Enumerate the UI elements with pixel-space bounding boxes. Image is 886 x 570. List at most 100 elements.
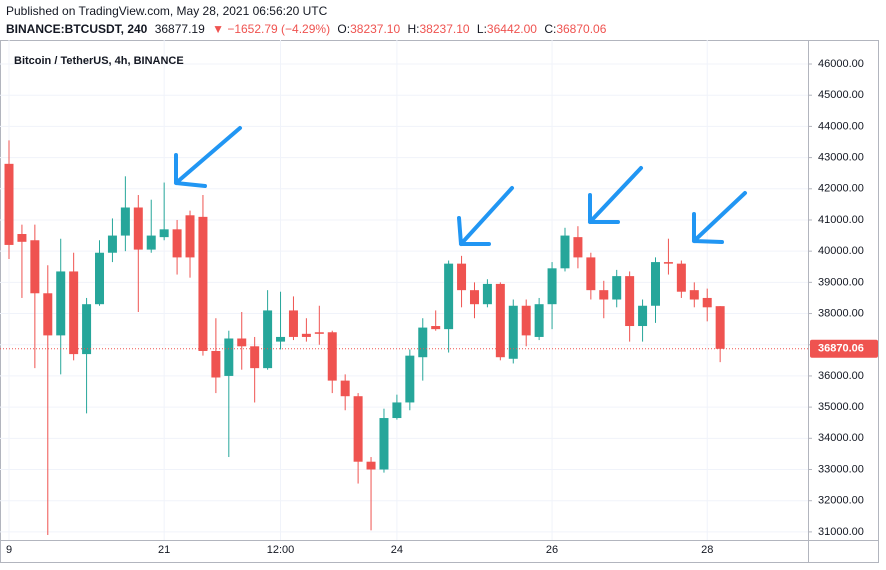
x-tick-label: 24 xyxy=(391,544,403,556)
candle-body xyxy=(185,215,195,258)
ohlc-value: 38237.10 xyxy=(420,22,470,36)
change: ▼ −1652.79 (−4.29%) xyxy=(212,22,330,36)
candle-body xyxy=(4,163,14,245)
frame xyxy=(0,40,879,563)
x-tick-label: 21 xyxy=(158,544,170,556)
y-tick-label: 39000.00 xyxy=(818,276,864,288)
candle-body xyxy=(146,235,156,250)
candle-body xyxy=(521,305,531,336)
candle-body xyxy=(431,326,441,330)
candle-body xyxy=(172,229,182,258)
candle-body xyxy=(379,418,389,470)
candle-body xyxy=(444,263,454,330)
candle-body xyxy=(534,304,544,337)
candle-body xyxy=(250,346,260,369)
candle-body xyxy=(508,305,518,359)
annotations xyxy=(174,126,747,246)
candle-body xyxy=(120,207,130,236)
plot xyxy=(0,40,808,540)
ohlc-label: C: xyxy=(544,22,556,36)
symbol: BINANCE:BTCUSDT, 240 xyxy=(6,22,148,36)
ohlc-value: 38237.10 xyxy=(350,22,400,36)
candle-body xyxy=(638,305,648,327)
arrow xyxy=(588,166,643,224)
y-tick-label: 36000.00 xyxy=(818,370,864,382)
y-tick-label: 34000.00 xyxy=(818,432,864,444)
ohlc-label: L: xyxy=(477,22,487,36)
price: 36877.19 xyxy=(155,22,205,36)
candle-body xyxy=(198,216,208,351)
y-tick-label: 46000.00 xyxy=(818,58,864,70)
candle-body xyxy=(69,271,79,355)
candle-body xyxy=(211,350,221,378)
x-tick-label: 12:00 xyxy=(267,544,295,556)
candle-body xyxy=(224,338,234,376)
candle-body xyxy=(676,263,686,292)
last-price-tag xyxy=(810,339,878,358)
candle-body xyxy=(560,235,570,269)
candle-body xyxy=(95,252,105,305)
candle-body xyxy=(469,290,479,305)
arrow xyxy=(174,126,242,188)
y-tick-label: 40000.00 xyxy=(818,245,864,257)
symbol-line: BINANCE:BTCUSDT, 240 36877.19 ▼ −1652.79… xyxy=(6,22,607,36)
candle-body xyxy=(327,332,337,381)
candle-body xyxy=(17,234,27,242)
arrow xyxy=(692,191,747,244)
candle-body xyxy=(288,310,298,337)
y-tick-label: 41000.00 xyxy=(818,214,864,226)
candle-body xyxy=(405,355,415,403)
candle-body xyxy=(159,229,169,238)
candle-body xyxy=(715,306,725,349)
x-tick-label: 26 xyxy=(546,544,558,556)
ohlc-label: H: xyxy=(408,22,420,36)
candle-body xyxy=(263,310,273,369)
x-tick-label: 9 xyxy=(6,544,12,556)
candle-body xyxy=(314,332,324,334)
candle-body xyxy=(43,293,53,336)
y-tick-label: 45000.00 xyxy=(818,89,864,101)
candle-body xyxy=(366,461,376,470)
candle-body xyxy=(237,338,247,347)
y-tick-label: 44000.00 xyxy=(818,120,864,132)
candle-body xyxy=(133,207,143,250)
published-line: Published on TradingView.com, May 28, 20… xyxy=(6,4,328,18)
candle-body xyxy=(612,276,622,300)
candle-body xyxy=(482,283,492,305)
candle-body xyxy=(301,333,311,337)
candle-body xyxy=(547,268,557,305)
last-price-label: 36870.06 xyxy=(818,343,864,355)
x-tick-label: 28 xyxy=(701,544,713,556)
candle-body xyxy=(586,257,596,291)
candle-body xyxy=(625,276,635,327)
candle-body xyxy=(702,297,712,308)
candle-body xyxy=(340,380,350,397)
y-tick-label: 38000.00 xyxy=(818,307,864,319)
candle-body xyxy=(457,263,467,291)
arrow xyxy=(457,186,514,246)
y-tick-label: 43000.00 xyxy=(818,151,864,163)
y-tick-label: 35000.00 xyxy=(818,401,864,413)
candle-body xyxy=(573,237,583,258)
candle-body xyxy=(82,304,92,355)
candle-body xyxy=(495,283,505,358)
candle-body xyxy=(663,262,673,264)
ohlc-value: 36870.06 xyxy=(556,22,606,36)
y-tick-label: 32000.00 xyxy=(818,495,864,507)
candle-body xyxy=(599,290,609,300)
ohlc-value: 36442.00 xyxy=(487,22,537,36)
y-tick-label: 31000.00 xyxy=(818,526,864,538)
candle-body xyxy=(392,402,402,419)
candle-body xyxy=(689,290,699,300)
chart-title: Bitcoin / TetherUS, 4h, BINANCE xyxy=(14,55,184,67)
candle-body xyxy=(418,327,428,358)
candle-body xyxy=(651,262,660,306)
candle-body xyxy=(30,240,40,294)
candle-body xyxy=(276,336,286,342)
candle-body xyxy=(56,271,66,336)
candle-body xyxy=(353,396,363,462)
candle-body xyxy=(107,235,117,253)
ohlc-label: O: xyxy=(337,22,350,36)
y-tick-label: 33000.00 xyxy=(818,463,864,475)
